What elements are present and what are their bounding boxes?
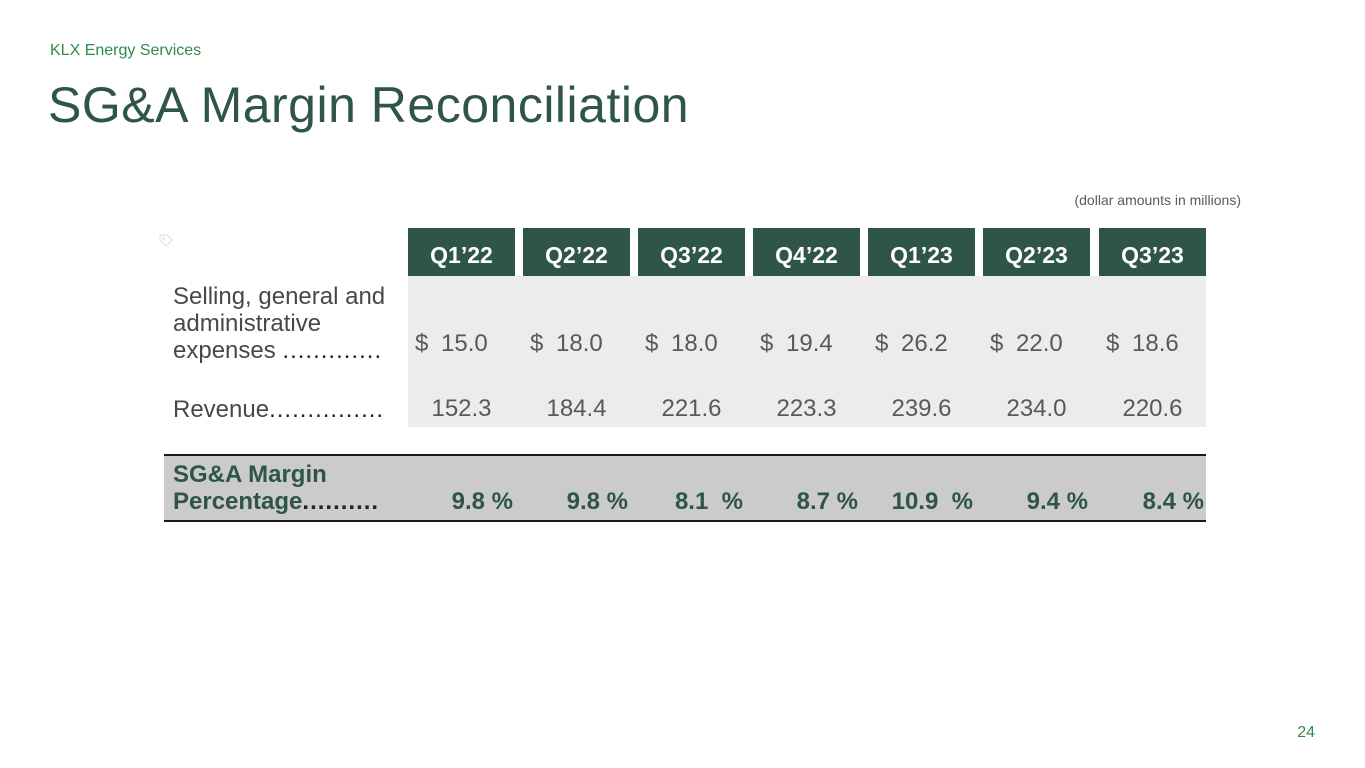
sga-value: 18.6 bbox=[1132, 330, 1179, 357]
revenue-value: 152.3 bbox=[431, 395, 492, 422]
sga-label-line3-wrap: expenses ............. bbox=[173, 337, 385, 364]
margin-band bbox=[164, 454, 1206, 522]
sga-label-line3: expenses bbox=[173, 337, 276, 364]
sga-row-label: Selling, general and administrative expe… bbox=[173, 283, 385, 364]
column-header: Q4’22 bbox=[753, 228, 860, 276]
margin-label-line1: SG&A Margin bbox=[173, 461, 327, 488]
margin-row-label: SG&A Margin Percentage.......... bbox=[173, 461, 379, 515]
margin-value: 8.7 % bbox=[796, 488, 858, 515]
page-title: SG&A Margin Reconciliation bbox=[48, 77, 690, 133]
column-header: Q2’23 bbox=[983, 228, 1090, 276]
revenue-row-label: Revenue............... bbox=[173, 396, 384, 423]
revenue-dots: ............... bbox=[269, 396, 385, 423]
currency-symbol: $ bbox=[990, 330, 1004, 357]
sga-value: 18.0 bbox=[671, 330, 718, 357]
currency-symbol: $ bbox=[1106, 330, 1120, 357]
margin-label-line2: Percentage bbox=[173, 488, 303, 515]
margin-label-line2-wrap: Percentage.......... bbox=[173, 488, 379, 515]
margin-value: 10.9 % bbox=[891, 488, 973, 515]
revenue-value: 184.4 bbox=[546, 395, 607, 422]
currency-symbol: $ bbox=[875, 330, 889, 357]
margin-value: 8.4 % bbox=[1142, 488, 1204, 515]
sga-dots: ............. bbox=[282, 337, 383, 364]
margin-dots: .......... bbox=[302, 488, 380, 515]
sga-value: 19.4 bbox=[786, 330, 833, 357]
sga-label-line2: administrative bbox=[173, 310, 322, 337]
currency-symbol: $ bbox=[530, 330, 544, 357]
sga-value: 26.2 bbox=[901, 330, 948, 357]
revenue-value: 223.3 bbox=[776, 395, 837, 422]
margin-value: 9.4 % bbox=[1026, 488, 1088, 515]
sga-value: 22.0 bbox=[1016, 330, 1063, 357]
sga-value: 18.0 bbox=[556, 330, 603, 357]
sga-label-line1: Selling, general and bbox=[173, 283, 386, 310]
units-note: (dollar amounts in millions) bbox=[1074, 192, 1241, 208]
revenue-value: 220.6 bbox=[1122, 395, 1183, 422]
revenue-value: 221.6 bbox=[661, 395, 722, 422]
page-number: 24 bbox=[1297, 724, 1315, 741]
revenue-value: 234.0 bbox=[1006, 395, 1067, 422]
revenue-label: Revenue bbox=[173, 396, 270, 423]
column-header: Q2’22 bbox=[523, 228, 630, 276]
margin-value: 9.8 % bbox=[566, 488, 628, 515]
currency-symbol: $ bbox=[645, 330, 659, 357]
data-band bbox=[408, 276, 1206, 427]
column-header: Q3’23 bbox=[1099, 228, 1206, 276]
sga-value: 15.0 bbox=[441, 330, 488, 357]
column-header: Q1’22 bbox=[408, 228, 515, 276]
margin-value: 9.8 % bbox=[451, 488, 513, 515]
column-header: Q1’23 bbox=[868, 228, 975, 276]
currency-symbol: $ bbox=[760, 330, 774, 357]
column-header: Q3’22 bbox=[638, 228, 745, 276]
margin-value: 8.1 % bbox=[674, 488, 743, 515]
currency-symbol: $ bbox=[415, 330, 429, 357]
company-name: KLX Energy Services bbox=[50, 42, 202, 59]
tag-icon bbox=[159, 234, 173, 247]
revenue-value: 239.6 bbox=[891, 395, 952, 422]
